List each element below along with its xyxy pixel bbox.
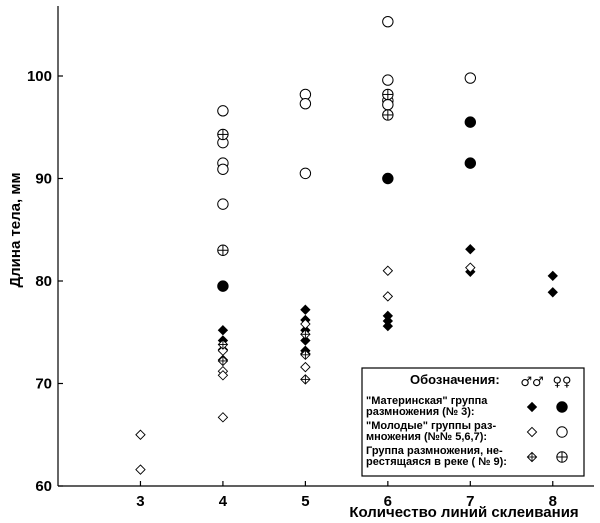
data-point xyxy=(300,374,311,385)
legend-entry-text: рестящаяся в реке ( № 9): xyxy=(366,456,507,468)
axes: 60 70 80 90 100 3 4 5 6 7 8 xyxy=(27,6,594,510)
data-points xyxy=(135,15,558,475)
y-tick-label: 100 xyxy=(27,68,52,85)
data-point xyxy=(217,412,229,423)
data-point xyxy=(382,109,394,121)
data-point xyxy=(217,280,229,292)
data-point xyxy=(300,304,311,315)
legend: Обозначения: ♂♂ ♀♀ "Материнская" группаразм… xyxy=(361,367,585,477)
data-point xyxy=(217,198,229,210)
data-point xyxy=(300,349,311,361)
legend-entry-text: "Материнская" группа xyxy=(366,395,488,407)
data-point xyxy=(217,105,229,117)
data-point xyxy=(300,361,311,373)
legend-entry-text: Группа размножения, не- xyxy=(366,445,503,457)
legend-entry-text: размножения (№ 3): xyxy=(366,406,475,418)
male-symbol-icon: ♂♂ xyxy=(520,375,543,390)
data-point xyxy=(465,262,476,273)
legend-marker-male xyxy=(526,426,538,438)
data-point xyxy=(382,99,394,111)
data-point xyxy=(547,287,558,298)
data-point xyxy=(465,244,476,255)
data-point xyxy=(382,15,394,28)
x-axis-title: Количество линий склеивания xyxy=(349,504,578,521)
legend-entry-text: "Молодые" группы раз- xyxy=(366,420,496,432)
y-tick-label: 90 xyxy=(35,171,52,188)
x-tick-label: 8 xyxy=(549,493,557,510)
data-point xyxy=(300,335,311,346)
data-point xyxy=(547,270,558,282)
legend-marker-female xyxy=(556,401,568,413)
legend-marker-male xyxy=(526,401,538,413)
legend-marker-male xyxy=(526,451,538,463)
data-point xyxy=(464,72,477,84)
y-tick-label: 70 xyxy=(35,376,52,393)
y-tick-label: 80 xyxy=(35,273,52,290)
data-point xyxy=(300,318,311,330)
data-point xyxy=(382,88,394,101)
x-tick-label: 4 xyxy=(219,493,228,510)
data-point xyxy=(217,244,229,256)
data-point xyxy=(135,429,146,440)
data-point xyxy=(382,265,394,276)
data-point xyxy=(217,325,229,336)
legend-marker-female xyxy=(556,451,568,463)
data-point xyxy=(135,464,146,475)
data-point xyxy=(217,370,229,381)
data-point xyxy=(382,74,394,86)
x-tick-label: 5 xyxy=(301,493,309,510)
x-tick-label: 7 xyxy=(466,493,474,510)
data-point xyxy=(217,163,229,175)
data-point xyxy=(217,345,229,356)
data-point xyxy=(464,116,477,128)
data-point xyxy=(217,128,229,141)
data-point xyxy=(382,291,394,302)
y-tick-label: 60 xyxy=(35,478,52,495)
legend-marker-female xyxy=(556,426,568,438)
data-point xyxy=(382,320,394,332)
female-symbol-icon: ♀♀ xyxy=(552,375,571,390)
data-point xyxy=(217,339,229,350)
data-point xyxy=(300,329,311,340)
legend-title: Обозначения: xyxy=(410,372,500,387)
data-point xyxy=(382,172,394,185)
legend-box xyxy=(361,367,585,477)
x-tick-label: 3 xyxy=(136,493,144,510)
y-axis-title: Длина тела, мм xyxy=(7,172,24,287)
legend-entry-text: множения (№№ 5,6,7): xyxy=(366,431,487,443)
data-point xyxy=(299,167,312,180)
data-point xyxy=(299,97,312,110)
data-point xyxy=(217,355,229,367)
data-point xyxy=(464,157,477,169)
x-tick-label: 6 xyxy=(384,493,392,510)
